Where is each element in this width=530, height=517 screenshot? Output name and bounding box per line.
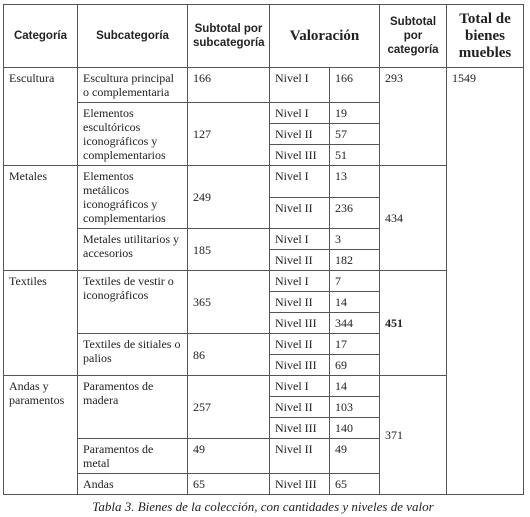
- caption: Tabla 3. Bienes de la colección, con can…: [92, 499, 434, 514]
- level-cell: Nivel I: [269, 228, 330, 250]
- subcategory-cell: Elementos escultóricos iconográficos y c…: [77, 102, 188, 166]
- count-cell: 140: [328, 417, 381, 439]
- level-cell: Nivel I: [269, 375, 330, 397]
- level-cell: Nivel III: [269, 417, 330, 439]
- count-cell: 103: [328, 396, 381, 418]
- level-cell: Nivel II: [269, 438, 330, 474]
- category-subtotal-cell: 451: [379, 270, 448, 376]
- count-cell: 51: [328, 144, 381, 166]
- count-cell: 57: [328, 123, 381, 145]
- category-subtotal-cell: 434: [379, 165, 448, 271]
- count-cell: 13: [328, 165, 381, 198]
- table: Categoría Subcategoría Subtotal por subc…: [3, 4, 525, 495]
- subcategory-cell: Textiles de sitiales o palios: [77, 333, 188, 376]
- header-row: Categoría Subcategoría Subtotal por subc…: [3, 4, 525, 68]
- table-row: Escultura Escultura principal o complemen…: [3, 67, 525, 495]
- count-cell: 14: [328, 375, 381, 397]
- subcategory-cell: Textiles de vestir o iconográficos: [77, 270, 188, 334]
- subtotal-cell: 86: [187, 333, 270, 376]
- table-row: Metales utilitarios y accesorios 185 Nivel…: [4, 228, 524, 271]
- count-cell: 344: [328, 312, 381, 334]
- category-cell: Textiles: [3, 270, 78, 376]
- count-cell: 49: [328, 438, 381, 474]
- table-row: Nivel II 236: [4, 196, 524, 229]
- total-cell: 1549: [446, 67, 525, 495]
- subtotal-cell: 257: [187, 375, 270, 439]
- count-cell: 19: [328, 102, 381, 124]
- count-cell: 69: [328, 354, 381, 376]
- table-body: Escultura Escultura principal o complemen…: [3, 67, 525, 495]
- level-cell: Nivel II: [269, 249, 330, 271]
- level-cell: Nivel III: [269, 144, 330, 166]
- table-row: Andas 65 Nivel III 65: [4, 473, 524, 495]
- level-cell: Nivel III: [269, 354, 330, 376]
- table-row: Andas y paramentos Paramentos de madera 25…: [3, 375, 524, 495]
- table-row: Metales Elementos metálicos iconográficos…: [3, 165, 524, 271]
- subcategory-cell: Escultura principal o complementaria: [77, 67, 188, 103]
- subcategory-cell: Paramentos de metal: [77, 438, 188, 474]
- subcategory-cell: Elementos metálicos iconográficos y comp…: [77, 165, 188, 229]
- header-cell: Valoración: [268, 4, 381, 68]
- category-cell: Metales: [3, 165, 78, 271]
- table-row: Nivel II 14: [4, 291, 524, 313]
- category-cell: Andas y paramentos: [3, 375, 78, 495]
- level-cell: Nivel III: [269, 312, 330, 334]
- table-container: Categoría Subcategoría Subtotal por subc…: [3, 4, 525, 515]
- header-cell: Total de bienes muebles: [446, 4, 525, 68]
- level-cell: Nivel I: [269, 270, 330, 292]
- table-row: Elementos escultóricos iconográficos y c…: [4, 102, 524, 166]
- table-row: Nivel II 57: [4, 123, 524, 145]
- header-cell: Subtotal por subcategoría: [187, 4, 270, 68]
- level-cell: Nivel III: [269, 473, 330, 495]
- header-cell: Subtotal por categoría: [379, 4, 448, 68]
- table-row: Nivel III 140: [4, 417, 524, 439]
- header-cell: Subcategoría: [77, 4, 188, 68]
- table-row: Paramentos de metal 49 Nivel II 49: [4, 438, 524, 474]
- count-cell: 65: [328, 473, 381, 495]
- count-cell: 17: [328, 333, 381, 355]
- count-cell: 7: [328, 270, 381, 292]
- subtotal-cell: 166: [187, 67, 270, 103]
- level-cell: Nivel II: [269, 196, 330, 229]
- category-cell: Escultura: [3, 67, 78, 166]
- count-cell: 182: [328, 249, 381, 271]
- subcategory-cell: Andas: [77, 473, 188, 495]
- level-cell: Nivel II: [269, 333, 330, 355]
- subtotal-cell: 65: [187, 473, 270, 495]
- header-cell: Categoría: [3, 4, 78, 68]
- level-cell: Nivel I: [269, 67, 330, 103]
- category-subtotal-cell: 371: [379, 375, 448, 495]
- count-cell: 3: [328, 228, 381, 250]
- subcategory-cell: Paramentos de madera: [77, 375, 188, 439]
- table-row: Nivel III 69: [4, 354, 524, 376]
- category-subtotal-cell: 293: [379, 67, 448, 166]
- level-cell: Nivel II: [269, 291, 330, 313]
- table-row: Nivel III 51: [4, 144, 524, 166]
- subtotal-cell: 49: [187, 438, 270, 474]
- level-cell: Nivel II: [269, 396, 330, 418]
- level-cell: Nivel II: [269, 123, 330, 145]
- subtotal-cell: 249: [187, 165, 270, 229]
- count-cell: 166: [328, 67, 381, 103]
- subtotal-cell: 185: [187, 228, 270, 271]
- level-cell: Nivel I: [269, 165, 330, 198]
- subtotal-cell: 365: [187, 270, 270, 334]
- subtotal-cell: 127: [187, 102, 270, 166]
- table-row: Nivel II 103: [4, 396, 524, 418]
- count-cell: 14: [328, 291, 381, 313]
- table-row: Textiles Textiles de vestir o iconográfic…: [3, 270, 524, 376]
- count-cell: 236: [328, 196, 381, 229]
- table-row: Textiles de sitiales o palios 86 Nivel II 1…: [4, 333, 524, 376]
- subcategory-cell: Metales utilitarios y accesorios: [77, 228, 188, 271]
- level-cell: Nivel I: [269, 102, 330, 124]
